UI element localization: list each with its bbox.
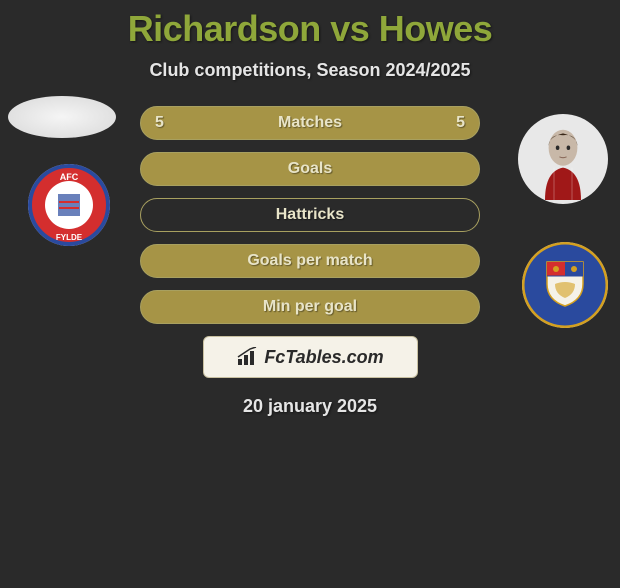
comparison-area: AFC FYLDE 5 Matches 5 Goals Hattricks [0, 106, 620, 417]
comparison-date: 20 january 2025 [0, 396, 620, 417]
svg-text:AFC: AFC [60, 172, 79, 182]
stat-label: Matches [278, 114, 342, 132]
left-player-avatar [8, 96, 116, 138]
stat-bar-matches: 5 Matches 5 [140, 106, 480, 140]
branding-badge: FcTables.com [203, 336, 418, 378]
comparison-title: Richardson vs Howes [0, 8, 620, 50]
right-player-avatar [518, 114, 608, 204]
branding-text: FcTables.com [264, 347, 383, 368]
right-club-crest [522, 242, 608, 328]
left-club-crest: AFC FYLDE [28, 164, 110, 246]
stat-bar-min-per-goal: Min per goal [140, 290, 480, 324]
svg-text:FYLDE: FYLDE [56, 233, 83, 242]
right-crest-icon [522, 242, 608, 328]
stat-bar-goals-per-match: Goals per match [140, 244, 480, 278]
stat-bars: 5 Matches 5 Goals Hattricks Goals per ma… [140, 106, 480, 324]
stat-label: Goals [288, 160, 332, 178]
chart-icon [236, 347, 260, 367]
stat-label: Hattricks [276, 206, 344, 224]
player-silhouette-icon [536, 128, 590, 200]
stat-right-value: 5 [456, 114, 465, 132]
stat-bar-hattricks: Hattricks [140, 198, 480, 232]
comparison-subtitle: Club competitions, Season 2024/2025 [0, 60, 620, 81]
stat-label: Goals per match [247, 252, 372, 270]
stat-label: Min per goal [263, 298, 357, 316]
stat-bar-goals: Goals [140, 152, 480, 186]
stat-left-value: 5 [155, 114, 164, 132]
left-crest-icon: AFC FYLDE [28, 164, 110, 246]
